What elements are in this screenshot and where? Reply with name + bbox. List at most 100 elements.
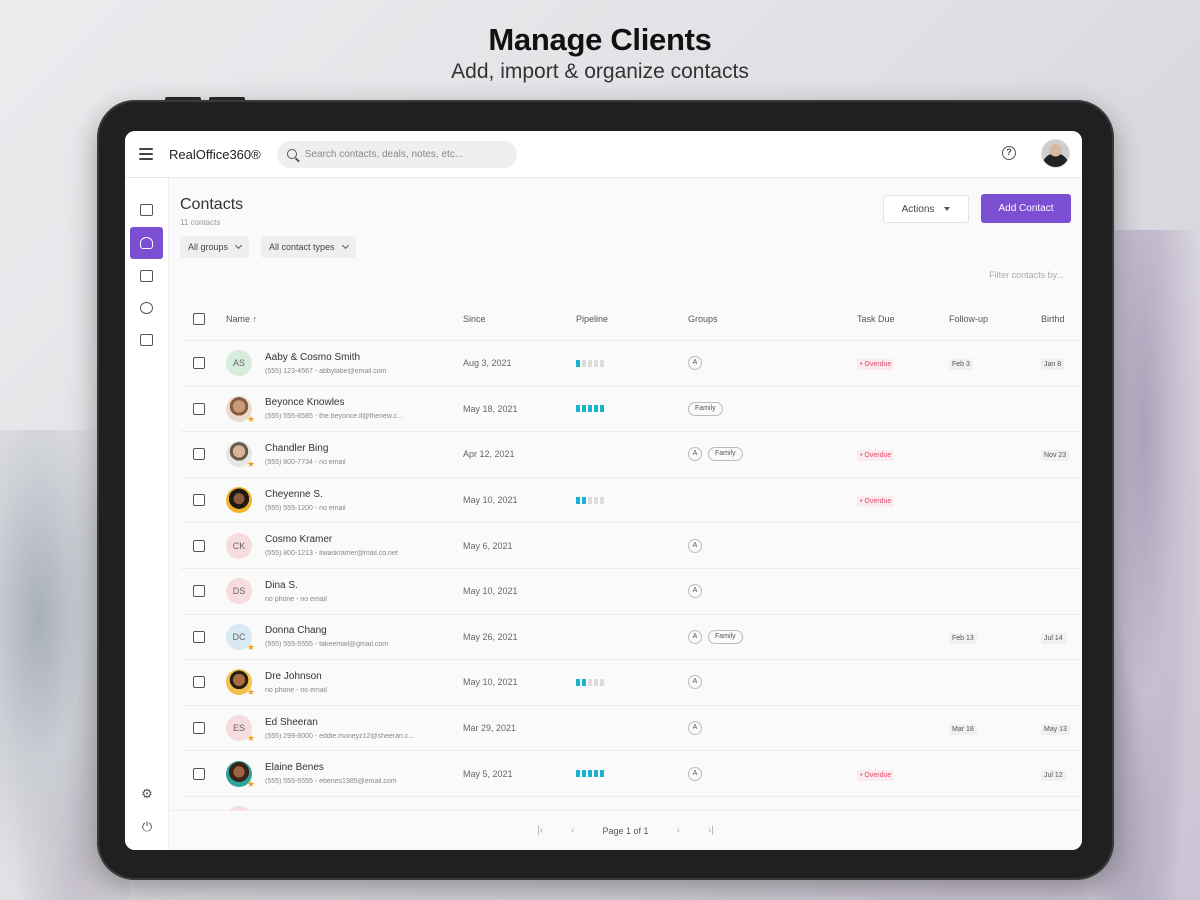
- contact-name[interactable]: Donna Chang: [265, 625, 327, 637]
- row-checkbox[interactable]: [193, 448, 205, 461]
- task-due-badge: • Overdue: [857, 496, 895, 508]
- page-title: Contacts: [180, 196, 244, 213]
- avatar: [226, 806, 252, 811]
- table-row[interactable]: ★ Beyonce Knowles (555) 555-8585 - the.bey…: [180, 387, 1082, 433]
- last-page-icon[interactable]: ›|: [707, 825, 714, 836]
- search-placeholder: Search contacts, deals, notes, etc...: [304, 148, 464, 160]
- since-date: May 10, 2021: [463, 586, 518, 597]
- sidebar-item-dashboard[interactable]: [130, 194, 163, 226]
- follow-up-date: Feb 13: [949, 632, 977, 644]
- pagination: |‹ ‹ Page 1 of 1 › ›|: [169, 810, 1082, 850]
- row-checkbox[interactable]: [193, 539, 205, 552]
- contact-name[interactable]: Aaby & Cosmo Smith: [265, 351, 361, 363]
- caret-down-icon: [944, 207, 951, 211]
- avatar-initials: DS: [232, 586, 246, 597]
- avatar: CK: [226, 532, 252, 559]
- first-page-icon[interactable]: |‹: [537, 825, 544, 836]
- contact-details: (555) 555-5555 - ebenes1985@email.com: [265, 778, 397, 786]
- row-checkbox[interactable]: [193, 494, 205, 507]
- table-body: AS Aaby & Cosmo Smith (555) 123-4567 - abb…: [180, 341, 1082, 811]
- group-tag: Family: [708, 447, 743, 462]
- contacts-table: Name ↑ Since Pipeline Groups Task Due Fo…: [180, 297, 1082, 811]
- contact-name[interactable]: Cheyenne S.: [265, 488, 323, 500]
- col-name[interactable]: Name ↑: [226, 313, 258, 324]
- contact-name[interactable]: Cosmo Kramer: [265, 534, 333, 546]
- help-icon[interactable]: ?: [1002, 146, 1016, 160]
- contact-details: no phone - no email: [265, 686, 327, 694]
- sidebar-item-explore[interactable]: [130, 292, 163, 324]
- row-checkbox[interactable]: [193, 722, 205, 735]
- pipeline-indicator: [576, 770, 688, 778]
- table-row[interactable]: ★ Dre Johnson no phone - no email May 10, 2…: [180, 660, 1082, 706]
- actions-button[interactable]: Actions: [883, 195, 969, 223]
- sidebar-item-contacts[interactable]: [130, 227, 163, 259]
- birthday-date: May 13: [1041, 724, 1070, 736]
- types-filter-label: All contact types: [269, 242, 335, 252]
- avatar: ★: [226, 395, 255, 423]
- contact-name[interactable]: Dre Johnson: [265, 670, 322, 682]
- table-row[interactable]: ★ Elaine Benes (555) 555-5555 - ebenes1985…: [180, 751, 1082, 797]
- hero-subtitle: Add, import & organize contacts: [451, 60, 749, 83]
- prev-page-icon[interactable]: ‹: [571, 825, 575, 836]
- contact-name[interactable]: Chandler Bing: [265, 442, 329, 454]
- col-groups[interactable]: Groups: [688, 313, 718, 324]
- power-icon[interactable]: ⏻: [141, 819, 153, 834]
- star-icon: ★: [246, 459, 255, 470]
- contact-name[interactable]: Ed Sheeran: [265, 716, 318, 728]
- person-icon: [140, 237, 153, 249]
- pipeline-indicator: [576, 496, 688, 504]
- col-birthday[interactable]: Birthd: [1041, 313, 1065, 324]
- col-pipeline[interactable]: Pipeline: [576, 313, 609, 324]
- avatar-initials: DC: [232, 631, 246, 642]
- contact-types-filter[interactable]: All contact types: [261, 236, 356, 258]
- table-row[interactable]: ES ★ Ed Sheeran (555) 299-8000 - eddie.mone…: [180, 706, 1082, 752]
- sidebar-item-deals[interactable]: [130, 260, 163, 292]
- avatar: ★: [226, 669, 255, 698]
- table-row[interactable]: ★ Chandler Bing (555) 800-7734 - no email A…: [180, 432, 1082, 478]
- hamburger-menu-icon[interactable]: [139, 148, 153, 160]
- pipeline-indicator: [576, 405, 688, 413]
- star-icon: ★: [246, 687, 255, 698]
- follow-up-date: Mar 18: [949, 724, 977, 736]
- col-since[interactable]: Since: [463, 313, 486, 324]
- col-task-due[interactable]: Task Due: [857, 313, 895, 324]
- table-row[interactable]: Esperanza Morales: [180, 797, 1082, 811]
- sidebar-item-tasks[interactable]: [130, 324, 163, 356]
- birthday-date: Jul 14: [1041, 632, 1066, 644]
- row-checkbox[interactable]: [193, 402, 205, 415]
- groups-filter[interactable]: All groups: [180, 236, 250, 258]
- chevron-down-icon: [341, 241, 349, 250]
- since-date: May 10, 2021: [463, 677, 518, 688]
- table-row[interactable]: CK Cosmo Kramer (555) 800-1213 - itwaskram…: [180, 523, 1082, 569]
- group-tag: A: [688, 721, 702, 736]
- row-checkbox[interactable]: [193, 585, 205, 598]
- table-row[interactable]: DS Dina S. no phone - no email May 10, 2021…: [180, 569, 1082, 615]
- contact-name[interactable]: Beyonce Knowles: [265, 397, 345, 409]
- user-avatar[interactable]: [1041, 139, 1070, 168]
- actions-label: Actions: [901, 203, 935, 215]
- table-row[interactable]: DC ★ Donna Chang (555) 555-5555 - fakeemail…: [180, 615, 1082, 661]
- add-contact-button[interactable]: Add Contact: [981, 194, 1071, 223]
- filter-contacts-input[interactable]: Filter contacts by...: [989, 270, 1064, 280]
- row-checkbox[interactable]: [193, 357, 205, 370]
- row-checkbox[interactable]: [193, 630, 205, 643]
- next-page-icon[interactable]: ›: [676, 825, 680, 836]
- contact-name[interactable]: Elaine Benes: [265, 762, 324, 774]
- group-tag: Family: [708, 629, 743, 644]
- col-follow-up[interactable]: Follow-up: [949, 313, 989, 324]
- avatar-initials: CK: [232, 540, 246, 551]
- row-checkbox[interactable]: [193, 767, 205, 780]
- search-input[interactable]: Search contacts, deals, notes, etc...: [276, 140, 517, 168]
- avatar-initials: AS: [232, 358, 245, 369]
- table-icon: [140, 270, 153, 282]
- contact-name[interactable]: Dina S.: [265, 579, 298, 591]
- birthday-date: Jul 12: [1041, 769, 1066, 781]
- select-all-checkbox[interactable]: [193, 312, 205, 325]
- gear-icon[interactable]: ⚙: [141, 786, 153, 801]
- table-row[interactable]: Cheyenne S. (555) 555-1200 - no email May …: [180, 478, 1082, 524]
- row-checkbox[interactable]: [193, 676, 205, 689]
- brand-logo[interactable]: RealOffice360®: [169, 146, 261, 162]
- group-tag: Family: [688, 401, 723, 416]
- table-row[interactable]: AS Aaby & Cosmo Smith (555) 123-4567 - abb…: [180, 341, 1082, 387]
- top-bar: RealOffice360® Search contacts, deals, n…: [125, 131, 1082, 178]
